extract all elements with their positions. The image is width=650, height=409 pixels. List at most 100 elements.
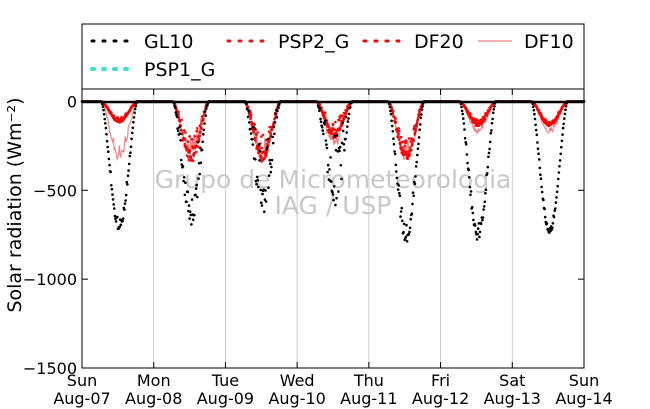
data-point: [251, 138, 254, 141]
data-point: [390, 124, 394, 128]
data-point: [545, 222, 549, 225]
data-point: [399, 210, 403, 213]
data-point: [111, 116, 115, 119]
data-point: [487, 155, 490, 159]
data-point: [184, 131, 187, 134]
data-point: [418, 111, 422, 114]
data-point: [249, 127, 252, 131]
data-point: [394, 163, 398, 167]
data-point: [249, 117, 252, 121]
data-point: [562, 122, 565, 126]
data-point: [551, 226, 554, 229]
data-point: [246, 107, 249, 111]
data-point: [420, 108, 424, 111]
data-point: [111, 198, 115, 201]
data-point: [255, 182, 258, 186]
data-point: [554, 201, 558, 204]
data-point: [411, 202, 414, 206]
data-point: [249, 113, 253, 116]
legend-label-psp2g: PSP2_G: [278, 31, 349, 53]
data-point: [413, 125, 416, 128]
data-point: [247, 110, 250, 113]
data-point: [470, 205, 474, 209]
data-point: [118, 225, 121, 229]
data-point: [178, 126, 181, 129]
data-point: [409, 140, 413, 143]
data-point: [477, 124, 481, 127]
data-point: [539, 177, 543, 180]
data-point: [482, 116, 486, 119]
data-point: [459, 102, 463, 106]
y-tick-label: −1500: [23, 359, 77, 378]
data-point: [248, 121, 251, 124]
data-point: [266, 137, 270, 141]
data-point: [260, 204, 264, 207]
data-point: [491, 111, 495, 115]
data-point: [275, 115, 279, 119]
data-point: [489, 131, 493, 135]
data-point: [532, 108, 536, 112]
data-point: [421, 105, 424, 108]
data-point: [404, 235, 408, 239]
data-point: [534, 123, 537, 127]
data-point: [272, 125, 276, 128]
data-point: [332, 198, 335, 202]
data-point: [329, 180, 333, 183]
data-point: [125, 180, 129, 184]
data-point: [406, 157, 410, 161]
data-point: [416, 121, 419, 125]
data-point: [392, 115, 396, 119]
data-point: [255, 175, 259, 179]
data-point: [531, 105, 535, 108]
data-point: [537, 152, 540, 155]
data-point: [415, 160, 419, 164]
data-point: [401, 146, 404, 149]
watermark-line-1: Grupo de Micrometeorologia: [155, 165, 512, 194]
data-point: [485, 113, 489, 116]
data-point: [388, 105, 392, 109]
data-point: [387, 102, 391, 106]
data-point: [318, 107, 322, 110]
plot-area: Grupo de Micrometeorologia IAG / USP: [80, 88, 586, 369]
data-point: [273, 121, 277, 124]
data-point: [322, 116, 326, 120]
data-point: [467, 168, 471, 172]
data-point: [417, 113, 421, 117]
data-point: [124, 193, 128, 197]
data-point: [274, 112, 277, 115]
data-point: [542, 198, 545, 202]
data-point: [197, 177, 200, 180]
data-point: [333, 128, 337, 131]
data-point: [337, 118, 341, 122]
data-point: [340, 114, 344, 117]
data-point: [185, 154, 189, 157]
data-point: [322, 132, 325, 136]
data-point: [179, 158, 183, 162]
data-point: [205, 107, 208, 110]
data-point: [176, 129, 180, 133]
x-axis: SunAug-07MonAug-08TueAug-09WedAug-10ThuA…: [53, 89, 613, 408]
legend-item-psp1g: PSP1_G: [90, 59, 215, 81]
data-point: [390, 119, 393, 123]
data-point: [484, 191, 487, 195]
data-point: [414, 165, 418, 168]
data-point: [324, 139, 328, 142]
data-point: [246, 115, 250, 119]
data-point: [407, 137, 411, 140]
data-point: [414, 175, 417, 178]
data-point: [419, 123, 422, 126]
data-point: [461, 112, 465, 116]
data-point: [260, 155, 263, 158]
data-point: [482, 205, 486, 208]
data-point: [473, 224, 477, 227]
y-tick-label: −1000: [23, 270, 77, 289]
data-point: [249, 132, 253, 135]
data-point: [319, 120, 323, 123]
data-point: [196, 195, 199, 199]
data-point: [462, 117, 465, 120]
data-point: [485, 172, 489, 175]
data-point: [113, 207, 116, 210]
data-point: [128, 154, 132, 158]
